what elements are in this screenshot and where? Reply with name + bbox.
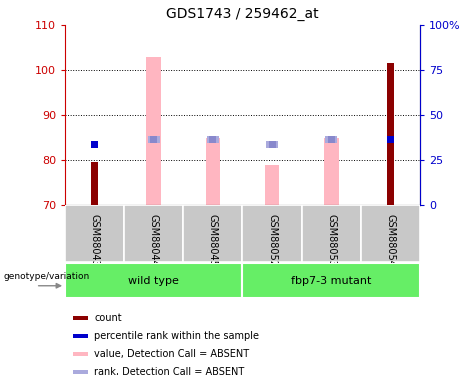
Text: GSM88043: GSM88043	[89, 213, 100, 266]
Text: count: count	[94, 313, 122, 322]
Bar	[73, 352, 88, 356]
Text: GSM88054: GSM88054	[385, 213, 396, 266]
Bar	[328, 136, 335, 143]
Text: rank, Detection Call = ABSENT: rank, Detection Call = ABSENT	[94, 367, 244, 375]
Title: GDS1743 / 259462_at: GDS1743 / 259462_at	[166, 7, 319, 21]
Text: GSM88053: GSM88053	[326, 213, 336, 266]
Text: GSM88045: GSM88045	[208, 213, 218, 266]
Bar	[387, 63, 394, 205]
Bar	[242, 263, 420, 298]
Text: GSM88044: GSM88044	[149, 213, 159, 266]
Bar	[146, 57, 161, 205]
Bar	[265, 165, 279, 205]
Bar	[183, 205, 242, 262]
Bar	[124, 205, 183, 262]
Bar	[91, 162, 98, 205]
Bar	[65, 263, 242, 298]
Bar	[206, 138, 220, 205]
Bar	[387, 136, 394, 143]
Bar	[269, 141, 276, 148]
Bar	[91, 141, 98, 148]
Bar	[266, 141, 278, 148]
Text: fbp7-3 mutant: fbp7-3 mutant	[291, 276, 372, 285]
Text: percentile rank within the sample: percentile rank within the sample	[94, 331, 259, 341]
Bar	[73, 334, 88, 338]
Bar	[65, 205, 124, 262]
Text: value, Detection Call = ABSENT: value, Detection Call = ABSENT	[94, 349, 249, 359]
Text: genotype/variation: genotype/variation	[3, 272, 89, 281]
Bar	[242, 205, 301, 262]
Bar	[301, 205, 361, 262]
Bar	[325, 136, 337, 143]
Text: GSM88052: GSM88052	[267, 213, 277, 267]
Bar	[324, 138, 339, 205]
Bar	[361, 205, 420, 262]
Bar	[73, 316, 88, 320]
Bar	[148, 136, 160, 143]
Bar	[209, 136, 217, 143]
Bar	[207, 136, 219, 143]
Text: wild type: wild type	[128, 276, 179, 285]
Bar	[150, 136, 157, 143]
Bar	[73, 370, 88, 374]
